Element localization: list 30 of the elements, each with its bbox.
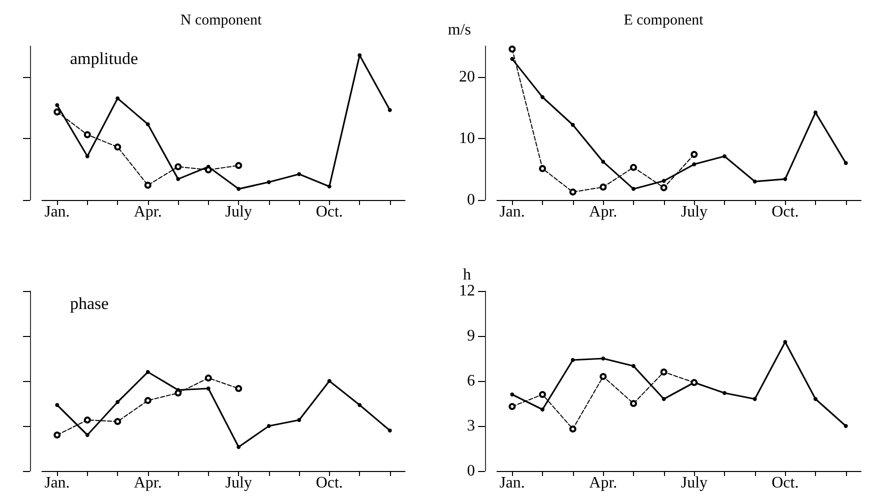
x-tick-label: Jan. (44, 474, 70, 492)
y-tick-label: 0 (467, 192, 475, 208)
x-tick-label: July (225, 474, 252, 492)
x-tick-label: Oct. (772, 204, 799, 220)
x-tick-label: Jan. (500, 204, 525, 220)
chart-title: N component (180, 12, 262, 28)
x-tick-label: Oct. (772, 474, 799, 492)
y-tick-label: 6 (467, 372, 475, 390)
x-tick-label: July (680, 204, 708, 220)
x-tick-label: Jan. (500, 474, 525, 492)
y-tick-label: 12 (459, 282, 475, 300)
y-tick-label: 0 (467, 462, 475, 480)
y-tick-label: 3 (467, 418, 475, 434)
x-tick-label: Oct. (316, 204, 343, 220)
annotation: phase (70, 294, 109, 313)
y-tick-label: 20 (459, 68, 475, 86)
y-tick-label: 10 (459, 130, 475, 147)
x-tick-label: July (225, 204, 252, 220)
x-tick-label: Apr. (134, 474, 162, 492)
x-tick-label: July (680, 474, 708, 492)
chart-title: E component (624, 12, 704, 28)
x-tick-label: Apr. (134, 204, 162, 220)
x-tick-label: Jan. (44, 204, 70, 220)
annotation: amplitude (70, 49, 138, 68)
x-tick-label: Apr. (589, 474, 618, 492)
y-axis-title: m/s (448, 22, 471, 38)
y-axis-title: h (463, 266, 471, 284)
x-tick-label: Oct. (316, 474, 343, 492)
x-tick-label: Apr. (589, 204, 618, 220)
y-tick-label: 9 (467, 328, 475, 344)
